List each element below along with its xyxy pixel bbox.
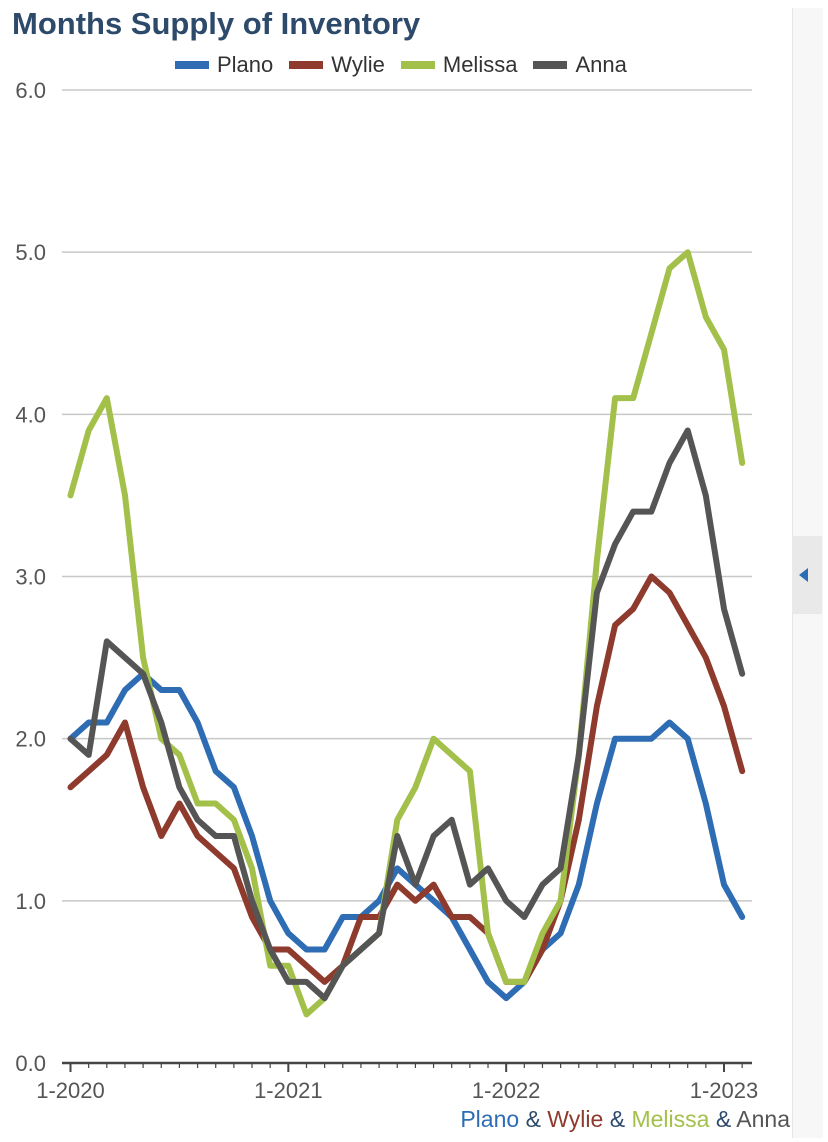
legend-label-melissa: Melissa	[442, 52, 518, 77]
footer-plano: Plano	[460, 1106, 520, 1132]
legend-item-melissa[interactable]: Melissa	[400, 52, 518, 78]
legend-swatch-wylie	[289, 61, 324, 69]
legend-label-anna: Anna	[575, 52, 627, 77]
legend-swatch-plano	[175, 61, 209, 69]
series-line-wylie[interactable]	[67, 573, 746, 985]
chart-title: Months Supply of Inventory	[12, 6, 421, 41]
legend-item-wylie[interactable]: Wylie	[289, 52, 385, 78]
series-line-plano[interactable]	[67, 670, 746, 1002]
footer-series-caption: Plano & Wylie & Melissa & Anna	[460, 1106, 790, 1133]
y-tick-label: 6.0	[15, 78, 46, 103]
footer-separator: &	[609, 1106, 626, 1132]
series-line-anna[interactable]	[67, 427, 746, 1002]
y-tick-label: 1.0	[15, 889, 46, 914]
series-line-melissa[interactable]	[67, 249, 746, 1018]
y-tick-label: 0.0	[15, 1051, 46, 1076]
chart-gridlines	[62, 89, 752, 902]
legend-label-plano: Plano	[217, 52, 274, 77]
footer-melissa: Melissa	[631, 1106, 710, 1132]
x-tick-label: 1-2023	[690, 1078, 759, 1103]
legend-swatch-melissa	[400, 61, 435, 69]
x-axis: 1-2020 1-2021 1-2022 1-2023	[36, 1061, 759, 1103]
y-tick-label: 5.0	[15, 240, 46, 265]
line-chart: 0.0 1.0 2.0 3.0 4.0 5.0 6.0 1-2020 1-2021 1-2022…	[15, 78, 759, 1103]
footer-anna: Anna	[736, 1106, 790, 1132]
footer-wylie: Wylie	[547, 1106, 604, 1132]
footer-separator: &	[715, 1106, 732, 1132]
legend-item-plano[interactable]: Plano	[175, 52, 273, 78]
y-axis-tick-labels: 0.0 1.0 2.0 3.0 4.0 5.0 6.0	[15, 78, 46, 1076]
legend-label-wylie: Wylie	[331, 52, 385, 77]
x-tick-label: 1-2022	[472, 1078, 541, 1103]
y-tick-label: 4.0	[15, 402, 46, 427]
legend-swatch-anna	[533, 61, 568, 69]
x-tick-label: 1-2020	[36, 1078, 105, 1103]
y-tick-label: 2.0	[15, 727, 46, 752]
chart-series	[67, 249, 746, 1018]
y-tick-label: 3.0	[15, 565, 46, 590]
legend-item-anna[interactable]: Anna	[533, 52, 627, 78]
footer-separator: &	[525, 1106, 541, 1132]
x-tick-label: 1-2021	[254, 1078, 323, 1103]
chevron-left-icon[interactable]	[799, 568, 808, 582]
chart-legend: Plano Wylie Melissa Anna	[175, 52, 643, 78]
